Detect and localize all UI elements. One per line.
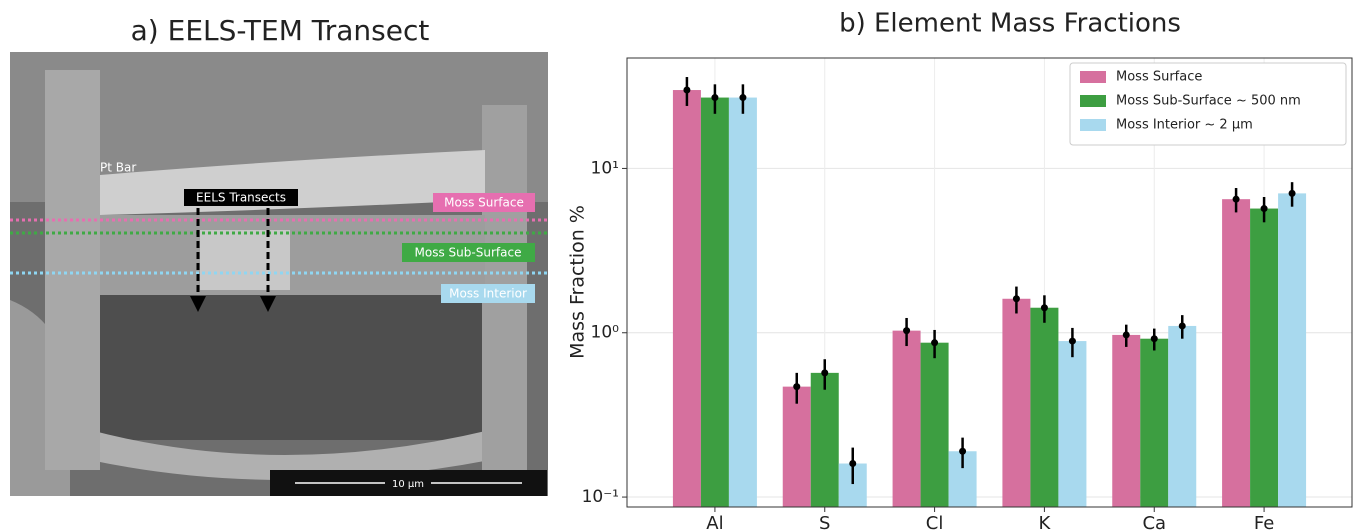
figure: a) EELS-TEM Transect Pt Bar EELS Transec… bbox=[0, 0, 1360, 532]
error-marker bbox=[959, 448, 966, 455]
bar bbox=[1030, 308, 1058, 507]
pt-label: Pt Bar bbox=[100, 161, 136, 175]
error-marker bbox=[1041, 304, 1048, 311]
transects-label: EELS Transects bbox=[196, 191, 286, 205]
error-marker bbox=[1233, 196, 1240, 203]
panel-title: a) EELS-TEM Transect bbox=[131, 14, 430, 47]
legend-swatch bbox=[1080, 95, 1106, 107]
error-marker bbox=[1069, 338, 1076, 345]
legend-label: Moss Surface bbox=[1116, 70, 1202, 85]
x-tick-label: Ca bbox=[1142, 513, 1166, 532]
x-tick-label: Al bbox=[706, 513, 723, 532]
subsurface-label: Moss Sub-Surface bbox=[415, 246, 522, 260]
bar bbox=[729, 98, 757, 507]
error-marker bbox=[931, 339, 938, 346]
legend-swatch bbox=[1080, 119, 1106, 131]
x-tick-label: Cl bbox=[926, 513, 944, 532]
y-axis-label: Mass Fraction % bbox=[567, 205, 589, 359]
error-marker bbox=[821, 369, 828, 376]
y-tick-label: 10⁻¹ bbox=[582, 487, 619, 507]
bar bbox=[1278, 193, 1306, 507]
error-marker bbox=[1123, 331, 1130, 338]
error-marker bbox=[683, 87, 690, 94]
bar bbox=[1140, 339, 1168, 507]
error-marker bbox=[739, 94, 746, 101]
legend-swatch bbox=[1080, 71, 1106, 83]
interior-label: Moss Interior bbox=[449, 287, 527, 301]
bar bbox=[921, 343, 949, 507]
x-tick-label: K bbox=[1039, 513, 1052, 532]
bar bbox=[1222, 199, 1250, 507]
y-tick-label: 10¹ bbox=[591, 158, 619, 178]
bar bbox=[783, 387, 811, 507]
bar bbox=[1250, 209, 1278, 507]
error-marker bbox=[793, 383, 800, 390]
error-marker bbox=[1151, 335, 1158, 342]
error-marker bbox=[1289, 190, 1296, 197]
bar bbox=[893, 331, 921, 507]
error-marker bbox=[903, 327, 910, 334]
scale-label: 10 µm bbox=[392, 479, 424, 490]
error-marker bbox=[849, 460, 856, 467]
error-marker bbox=[1179, 322, 1186, 329]
bar bbox=[673, 90, 701, 507]
bar bbox=[811, 373, 839, 507]
bar bbox=[1002, 299, 1030, 507]
y-tick-label: 10⁰ bbox=[591, 323, 620, 343]
legend-label: Moss Interior ~ 2 µm bbox=[1116, 118, 1253, 133]
bar bbox=[1168, 326, 1196, 507]
page: a) EELS-TEM Transect Pt Bar EELS Transec… bbox=[0, 0, 1360, 532]
error-marker bbox=[711, 94, 718, 101]
x-tick-label: Fe bbox=[1254, 513, 1274, 532]
error-marker bbox=[1013, 295, 1020, 302]
bar bbox=[1058, 341, 1086, 507]
bar bbox=[701, 98, 729, 507]
error-marker bbox=[1261, 205, 1268, 212]
chart-title: b) Element Mass Fractions bbox=[839, 9, 1181, 39]
surface-label: Moss Surface bbox=[444, 196, 524, 210]
bar bbox=[1112, 335, 1140, 507]
legend-label: Moss Sub-Surface ~ 500 nm bbox=[1116, 94, 1301, 109]
x-tick-label: S bbox=[819, 513, 830, 532]
